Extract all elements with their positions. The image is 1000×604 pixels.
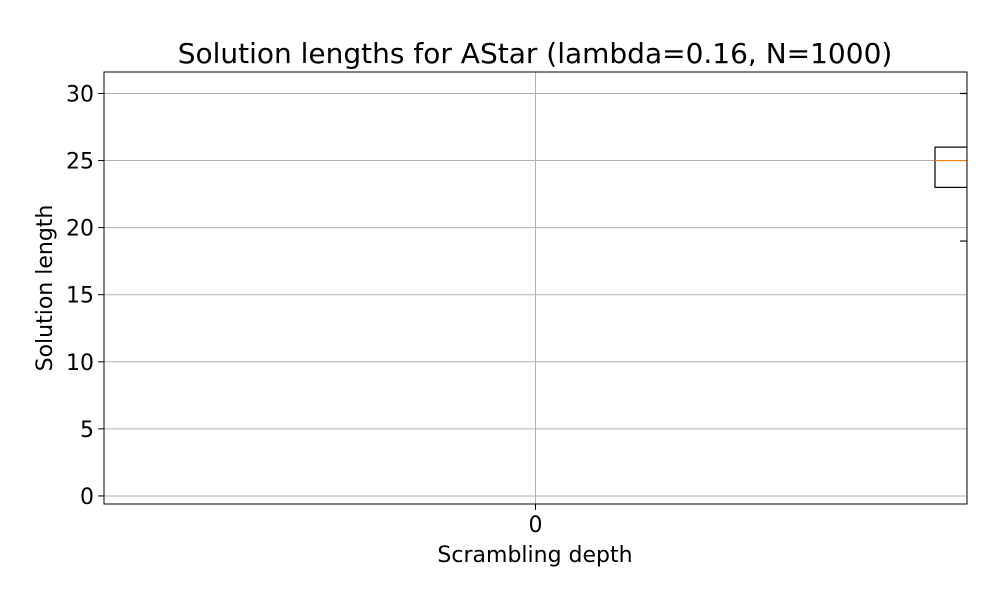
x-axis-label: Scrambling depth — [437, 543, 632, 568]
y-tick-label: 25 — [66, 150, 94, 175]
plot-layer — [934, 76, 982, 286]
y-tick-label: 20 — [66, 217, 94, 242]
outlier-point — [973, 76, 982, 85]
grid-lines — [104, 72, 967, 504]
y-tick-label: 15 — [66, 284, 94, 309]
y-tick-label: 5 — [80, 418, 94, 443]
axis-ticks: 0 5 10 15 20 25 30 0 — [66, 82, 543, 538]
outlier-point — [973, 263, 982, 272]
outlier-point — [973, 277, 982, 286]
y-axis-label: Solution length — [33, 205, 58, 372]
y-tick-label: 10 — [66, 351, 94, 376]
y-tick-label: 30 — [66, 82, 94, 107]
box-iqr — [934, 146, 967, 188]
box-plot-series — [934, 76, 982, 286]
chart-title: Solution lengths for AStar (lambda=0.16,… — [178, 37, 893, 70]
x-tick-label: 0 — [529, 513, 543, 538]
plot-frame — [103, 71, 968, 505]
y-tick-label: 0 — [80, 485, 94, 510]
